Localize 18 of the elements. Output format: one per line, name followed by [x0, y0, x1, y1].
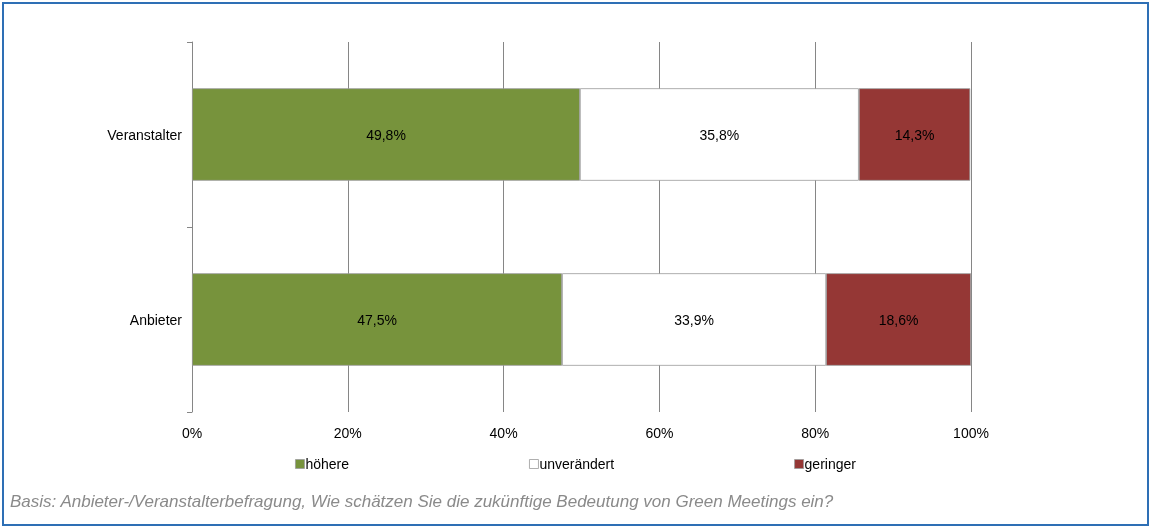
data-label: 35,8% [699, 126, 740, 143]
y-tick-label: Anbieter [129, 311, 183, 328]
y-tick-label: Veranstalter [107, 126, 183, 143]
x-tick-label: 60% [645, 425, 674, 441]
data-label: 18,6% [878, 311, 919, 328]
x-tick-label: 0% [181, 425, 203, 441]
x-tick-label: 40% [489, 425, 518, 441]
data-label: 14,3% [894, 126, 935, 143]
data-label: 49,8% [366, 126, 406, 143]
legend-label: geringer [804, 456, 857, 472]
data-label: 33,9% [674, 311, 714, 328]
text: Basis: Anbieter-/Veranstalterbefragung, Wie schätzen Sie die zukünftige Bedeutung von Green Meetings ein? [10, 492, 834, 512]
x-tick-label: 80% [801, 425, 830, 441]
x-tick-label: 100% [953, 425, 989, 441]
x-tick-label: 20% [333, 425, 362, 441]
legend-label: höhere [305, 456, 350, 472]
data-label: 47,5% [357, 311, 397, 328]
legend-label: unverändert [539, 456, 615, 472]
